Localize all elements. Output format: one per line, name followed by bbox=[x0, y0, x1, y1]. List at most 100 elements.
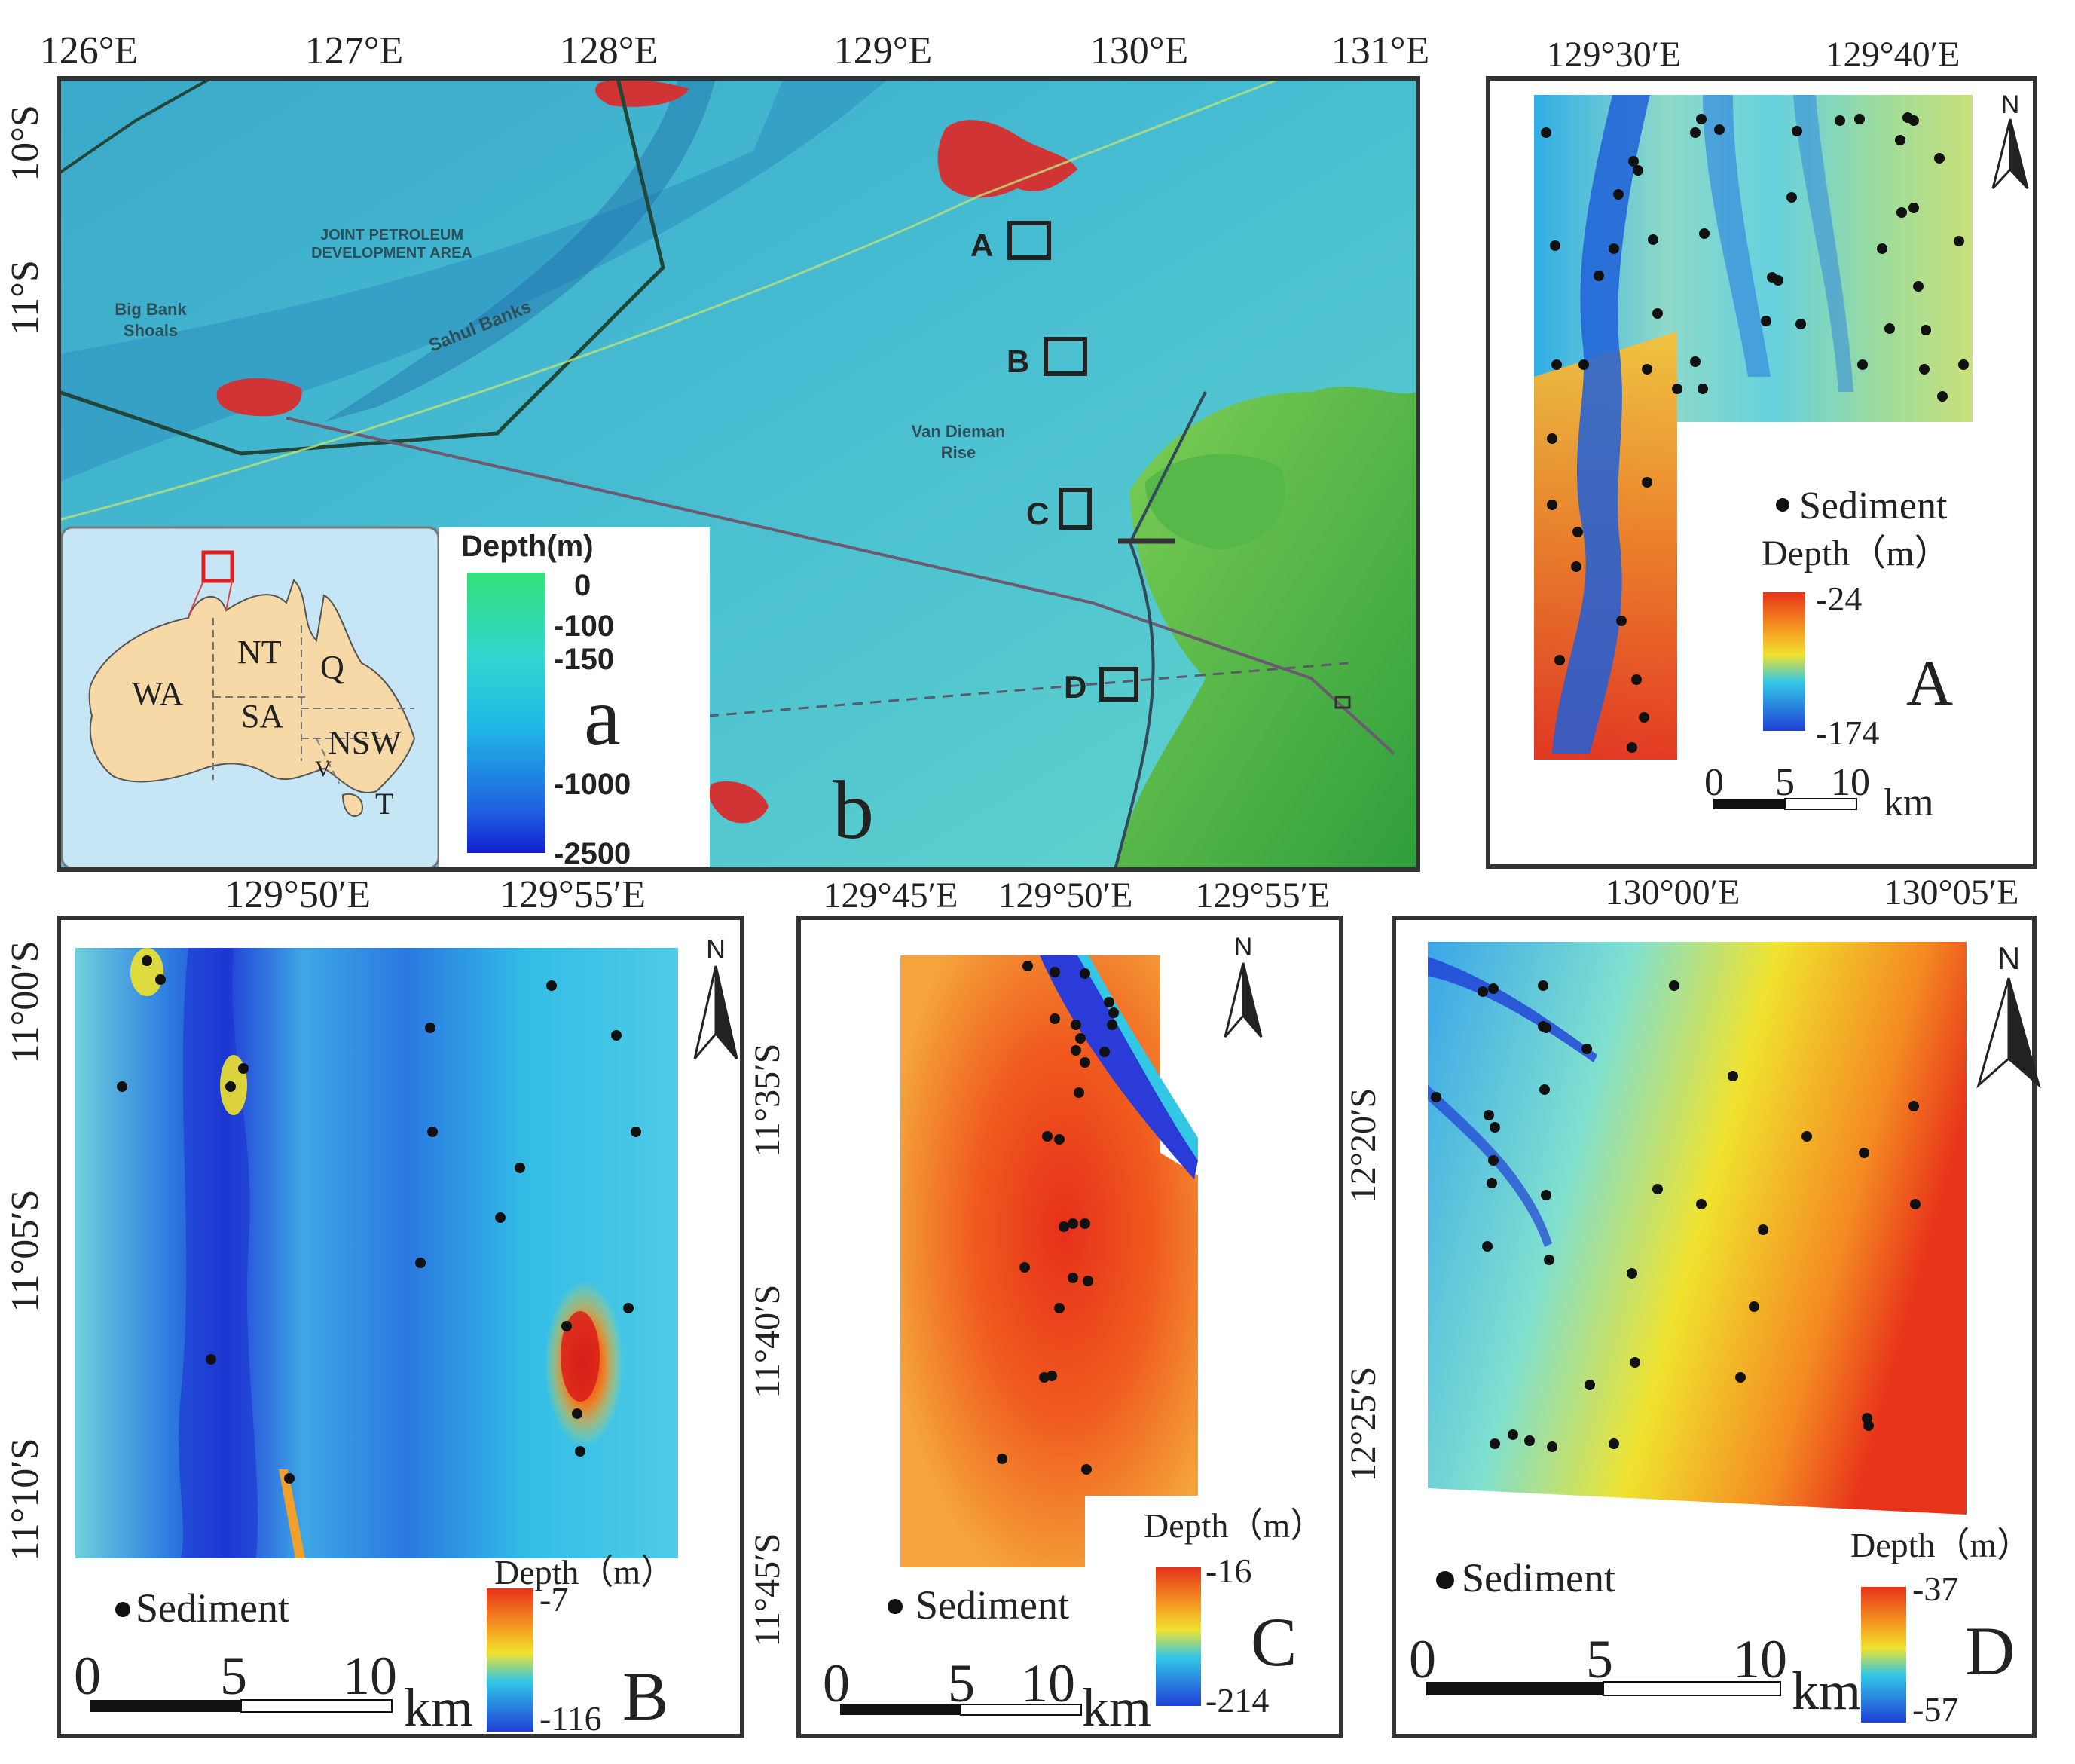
depth-legend-title: Depth(m) bbox=[461, 530, 594, 563]
canyon bbox=[324, 78, 716, 422]
panel-A-scale-5: 5 bbox=[1775, 761, 1795, 804]
panel-D-longitude-ticks: 130°00′E 130°05′E bbox=[1605, 873, 2019, 925]
latitude-tick-label: 11°10′S bbox=[4, 1438, 47, 1561]
sediment-sample-point bbox=[1919, 364, 1930, 375]
panel-C-latitude-ticks: 11°35′S 11°40′S 11°45′S bbox=[747, 1044, 787, 1647]
sediment-sample-point bbox=[1910, 1199, 1921, 1209]
sediment-sample-point bbox=[117, 1081, 127, 1092]
sediment-sample-point bbox=[1633, 165, 1643, 176]
sediment-sample-point bbox=[1613, 189, 1624, 200]
panel-D-legend-depth: Depth（m） bbox=[1850, 1526, 2031, 1564]
sediment-sample-point bbox=[284, 1473, 295, 1484]
panel-D-scale-0: 0 bbox=[1409, 1629, 1436, 1689]
panel-A-depth-min: -174 bbox=[1816, 714, 1879, 752]
sediment-sample-point bbox=[575, 1446, 585, 1457]
sediment-sample-point bbox=[1478, 986, 1488, 997]
sediment-sample-point bbox=[1551, 359, 1562, 370]
sediment-sample-point bbox=[142, 955, 152, 966]
sediment-sample-point bbox=[1550, 240, 1560, 251]
sediment-sample-point bbox=[1672, 384, 1682, 394]
panel-D-north-arrow: N bbox=[1976, 940, 2041, 1089]
sediment-sample-point bbox=[238, 1063, 249, 1074]
survey-box-B[interactable]: B bbox=[1007, 337, 1087, 379]
sediment-sample-point bbox=[1908, 203, 1919, 213]
sediment-sample-point bbox=[1080, 1057, 1090, 1068]
survey-box-D[interactable]: D bbox=[1064, 667, 1138, 705]
panel-D-colorbar bbox=[1861, 1587, 1906, 1723]
panel-A-scale-km: km bbox=[1884, 781, 1933, 824]
jpda-boundary bbox=[58, 78, 665, 456]
sediment-sample-point bbox=[1484, 1110, 1494, 1120]
sediment-sample-point bbox=[1627, 1268, 1637, 1279]
island-timor bbox=[937, 120, 1077, 198]
panel-A-scale-bar: 0 5 10 km bbox=[1704, 761, 1933, 824]
survey-box-A[interactable]: A bbox=[970, 221, 1051, 263]
panel-C-depth-min: -214 bbox=[1206, 1681, 1269, 1720]
sediment-sample-point bbox=[1490, 1122, 1500, 1133]
sediment-sample-point bbox=[1585, 1380, 1595, 1390]
panel-D-depth-min: -57 bbox=[1912, 1690, 1958, 1729]
longitude-tick-label: 126°E bbox=[40, 29, 139, 72]
sediment-sample-point bbox=[1690, 127, 1701, 138]
panel-B-north-label: N bbox=[706, 934, 726, 965]
sediment-sample-point bbox=[561, 1321, 572, 1331]
longitude-tick-label: 129°55′E bbox=[500, 873, 646, 916]
panel-C-longitude-ticks: 129°45′E 129°50′E 129°55′E bbox=[823, 876, 1331, 925]
sediment-sample-point bbox=[1571, 561, 1581, 572]
panel-B-colorbar bbox=[487, 1588, 533, 1732]
sediment-sample-point bbox=[1773, 275, 1783, 286]
state-NT: NT bbox=[237, 634, 282, 671]
panel-A-depth-max: -24 bbox=[1816, 579, 1862, 618]
pipeline bbox=[286, 417, 1395, 755]
sediment-sample-point bbox=[1071, 1020, 1081, 1030]
sediment-sample-point bbox=[415, 1258, 426, 1268]
sediment-sample-point bbox=[1690, 356, 1701, 367]
panel-D-letter: D bbox=[1965, 1613, 2015, 1689]
sediment-sample-point bbox=[1761, 316, 1771, 326]
sediment-sample-point bbox=[1050, 1013, 1060, 1024]
longitude-tick-label: 129°40′E bbox=[1825, 35, 1960, 75]
sediment-sample-point bbox=[1954, 236, 1964, 246]
sediment-sample-point bbox=[1857, 359, 1868, 370]
longitude-tick-label: 128°E bbox=[560, 29, 659, 72]
sediment-sample-point bbox=[1628, 156, 1639, 167]
survey-box-C[interactable]: C bbox=[1026, 488, 1092, 531]
sediment-sample-point bbox=[1539, 1084, 1550, 1095]
depth-tick-2500: -2500 bbox=[554, 837, 631, 870]
panel-b-regional-map: 126°E 127°E 128°E 129°E 130°E 131°E 10°S11°S … bbox=[4, 29, 1430, 872]
panel-D-scale-bar: 0 5 10 km bbox=[1409, 1629, 1861, 1721]
panel-C-letter: C bbox=[1251, 1603, 1297, 1680]
sediment-sample-point bbox=[1547, 1441, 1557, 1452]
sediment-sample-point bbox=[1080, 1218, 1090, 1229]
panel-B-scale-0: 0 bbox=[74, 1646, 101, 1706]
sediment-sample-point bbox=[1895, 135, 1905, 145]
panel-A-longitude-ticks: 129°30′E 129°40′E bbox=[1546, 35, 1960, 86]
big-bank-label-line2: Shoals bbox=[124, 321, 178, 340]
sediment-sample-point bbox=[1835, 115, 1845, 126]
panel-A-legend-sediment: Sediment bbox=[1799, 485, 1948, 527]
sediment-sample-point bbox=[1854, 114, 1865, 124]
panel-b-frame bbox=[57, 76, 1420, 872]
sediment-sample-point bbox=[1042, 1131, 1053, 1142]
sediment-sample-point bbox=[1728, 1071, 1738, 1081]
panel-B-letter: B bbox=[622, 1658, 668, 1735]
sediment-sample-point bbox=[1080, 968, 1090, 979]
sediment-sample-point bbox=[1108, 1007, 1119, 1018]
latitude-tick-label: 11°05′S bbox=[4, 1189, 47, 1312]
sediment-sample-point bbox=[1652, 1184, 1663, 1194]
sediment-sample-point bbox=[155, 974, 166, 985]
sediment-sample-point bbox=[1884, 323, 1895, 334]
panel-C-bathymetry bbox=[900, 955, 1198, 1567]
sediment-sample-point bbox=[1642, 477, 1652, 488]
land-peninsula bbox=[1145, 454, 1286, 550]
longitude-tick-label: 131°E bbox=[1331, 29, 1430, 72]
panel-A-north-label: N bbox=[2001, 90, 2020, 119]
longitude-tick-label: 129°50′E bbox=[998, 876, 1132, 916]
panel-A-colorbar bbox=[1763, 592, 1805, 731]
sediment-sample-point bbox=[1054, 1303, 1065, 1313]
latitude-tick-label: 12°25′S bbox=[1343, 1367, 1383, 1481]
sediment-sample-point bbox=[1714, 124, 1725, 135]
panel-b-longitude-ticks: 126°E 127°E 128°E 129°E 130°E 131°E bbox=[40, 29, 1430, 86]
sediment-sample-point bbox=[546, 980, 557, 991]
